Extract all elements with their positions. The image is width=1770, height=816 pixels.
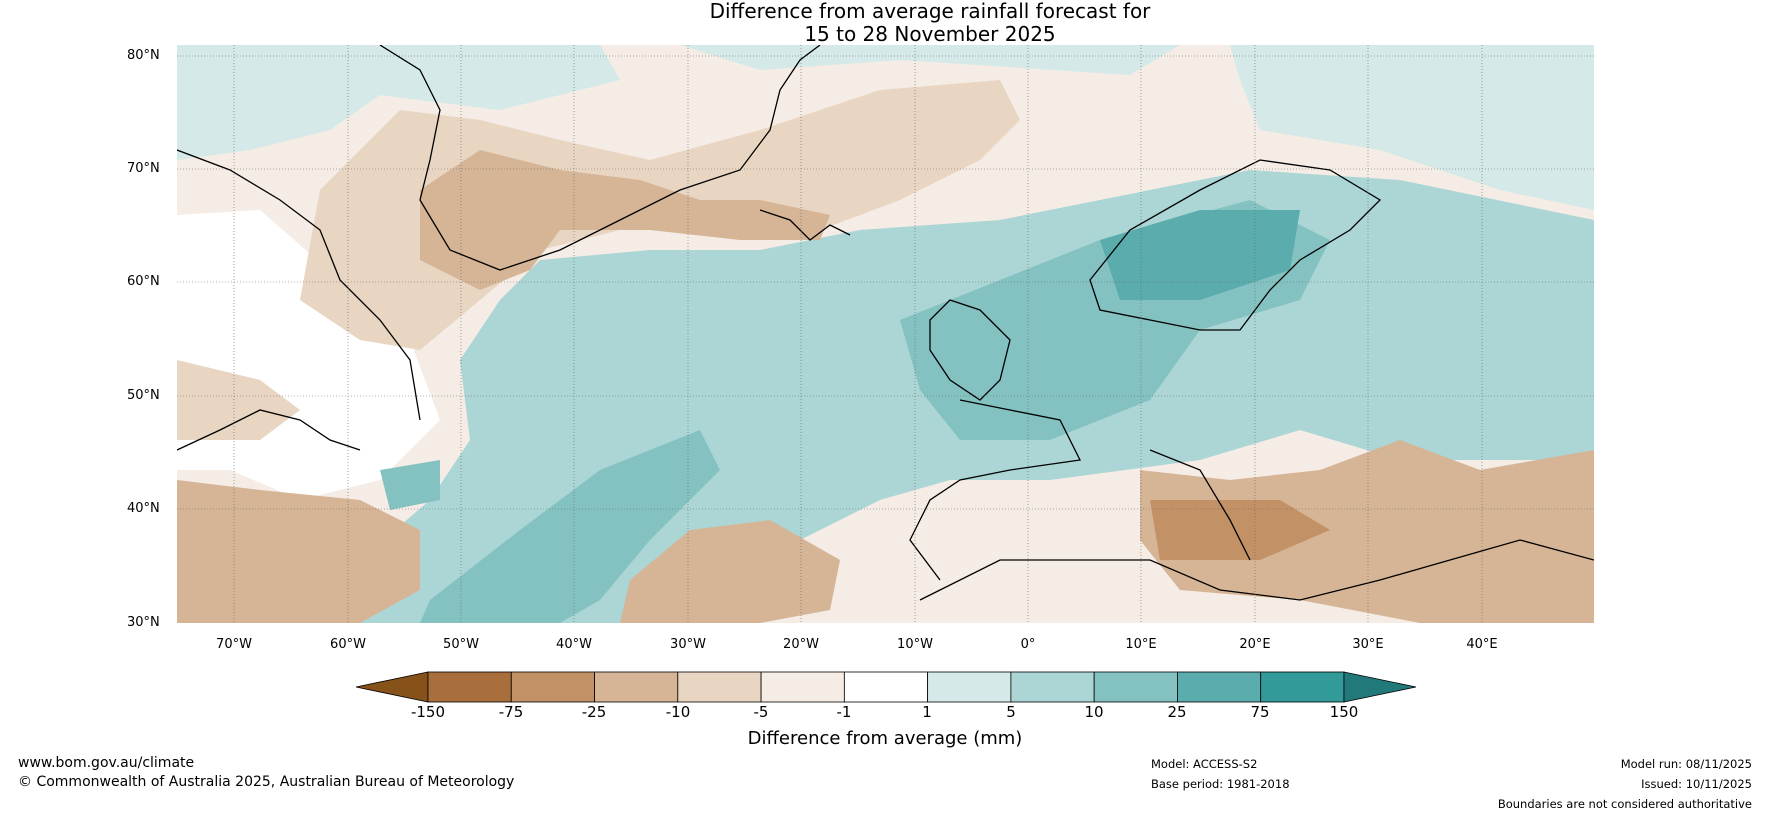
wet-anomaly-regions [177, 45, 1594, 623]
gridlines [177, 45, 1594, 623]
region-small-wet-patch [380, 460, 440, 510]
lon-label-30w: 30°W [670, 637, 706, 652]
lon-label-10e: 10°E [1125, 637, 1157, 652]
dry-anomaly-regions [177, 80, 1594, 623]
north-africa-coast [919, 539, 1594, 601]
lon-label-30e: 30°E [1352, 637, 1384, 652]
canada-coast [177, 149, 421, 421]
lon-label-10w: 10°W [897, 637, 933, 652]
base-period: Base period: 1981-2018 [1151, 777, 1290, 791]
region-scandinavia-wet [1100, 210, 1300, 300]
colorbar-bin [843, 671, 929, 703]
colorbar-tick: 1 [922, 703, 932, 721]
map-area [177, 45, 1594, 623]
boundaries-disclaimer: Boundaries are not considered authoritat… [1497, 797, 1752, 811]
lat-label-50n: 50°N [127, 388, 160, 403]
colorbar-tick: 25 [1167, 703, 1187, 721]
lon-label-20e: 20°E [1239, 637, 1271, 652]
lon-label-70w: 70°W [216, 637, 252, 652]
colorbar-bin [1010, 671, 1095, 703]
website-link[interactable]: www.bom.gov.au/climate [18, 755, 195, 771]
colorbar-bin [760, 671, 845, 703]
colorbar-tick: -150 [410, 703, 446, 721]
italy-coast [1149, 449, 1251, 561]
colorbar-bin [927, 671, 1012, 703]
coastlines [177, 45, 1594, 601]
lon-label-50w: 50°W [443, 637, 479, 652]
lat-label-70n: 70°N [127, 161, 160, 176]
colorbar-bin [1260, 671, 1345, 703]
western-europe-coast [909, 399, 1081, 581]
greenland-coast [379, 45, 821, 271]
colorbar-tick: -75 [498, 703, 524, 721]
region-subtropical-wet [420, 430, 720, 623]
colorbar-bin [427, 671, 512, 703]
lat-label-80n: 80°N [127, 48, 160, 63]
region-greenland-dry-core [420, 150, 830, 290]
lon-label-40w: 40°W [556, 637, 592, 652]
colorbar-bin [677, 671, 762, 703]
colorbar-tick: 5 [1006, 703, 1016, 721]
title-line-2: 15 to 28 November 2025 [804, 22, 1056, 46]
issued-date: Issued: 10/11/2025 [1641, 777, 1752, 791]
scandinavia-coast [1089, 159, 1382, 331]
colorbar-title: Difference from average (mm) [747, 728, 1023, 749]
colorbar-bin [1177, 671, 1262, 703]
lat-label-60n: 60°N [127, 274, 160, 289]
lon-label-40e: 40°E [1466, 637, 1498, 652]
colorbar-bin [1093, 671, 1178, 703]
region-mediterranean-dry [1140, 440, 1594, 623]
region-mediterranean-dry-core [1150, 500, 1330, 560]
lat-label-40n: 40°N [127, 501, 160, 516]
region-east-canada-dry [177, 360, 300, 440]
colorbar-extend-low [355, 671, 429, 703]
title-line-1: Difference from average rainfall forecas… [709, 0, 1151, 23]
britain-coast [929, 299, 1011, 401]
colorbar-tick: -5 [753, 703, 769, 721]
lon-label-20w: 20°W [783, 637, 819, 652]
colorbar-tick: -10 [665, 703, 691, 721]
region-arctic-wet [680, 45, 1180, 75]
colorbar-tick: 10 [1084, 703, 1104, 721]
lon-label-0: 0° [1020, 637, 1036, 652]
colorbar-tick: 75 [1250, 703, 1270, 721]
iceland-coast [759, 209, 851, 241]
colorbar-tick: -1 [836, 703, 852, 721]
copyright-text: © Commonwealth of Australia 2025, Austra… [18, 774, 515, 790]
model-run: Model run: 08/11/2025 [1620, 757, 1752, 771]
colorbar-tick: -25 [581, 703, 607, 721]
map-title: Difference from average rainfall forecas… [0, 0, 1770, 46]
region-west-subtropical-dry [177, 480, 420, 623]
colorbar-tick: 150 [1329, 703, 1359, 721]
newfoundland-coast [177, 409, 361, 451]
region-central-subtropical-dry [620, 520, 840, 623]
colorbar-bin [594, 671, 679, 703]
region-north-atlantic-wet [177, 45, 620, 160]
model-name: Model: ACCESS-S2 [1151, 757, 1258, 771]
colorbar [355, 671, 1417, 703]
colorbar-bin [510, 671, 595, 703]
lat-label-30n: 30°N [127, 615, 160, 630]
colorbar-extend-high [1343, 671, 1417, 703]
lon-label-60w: 60°W [330, 637, 366, 652]
